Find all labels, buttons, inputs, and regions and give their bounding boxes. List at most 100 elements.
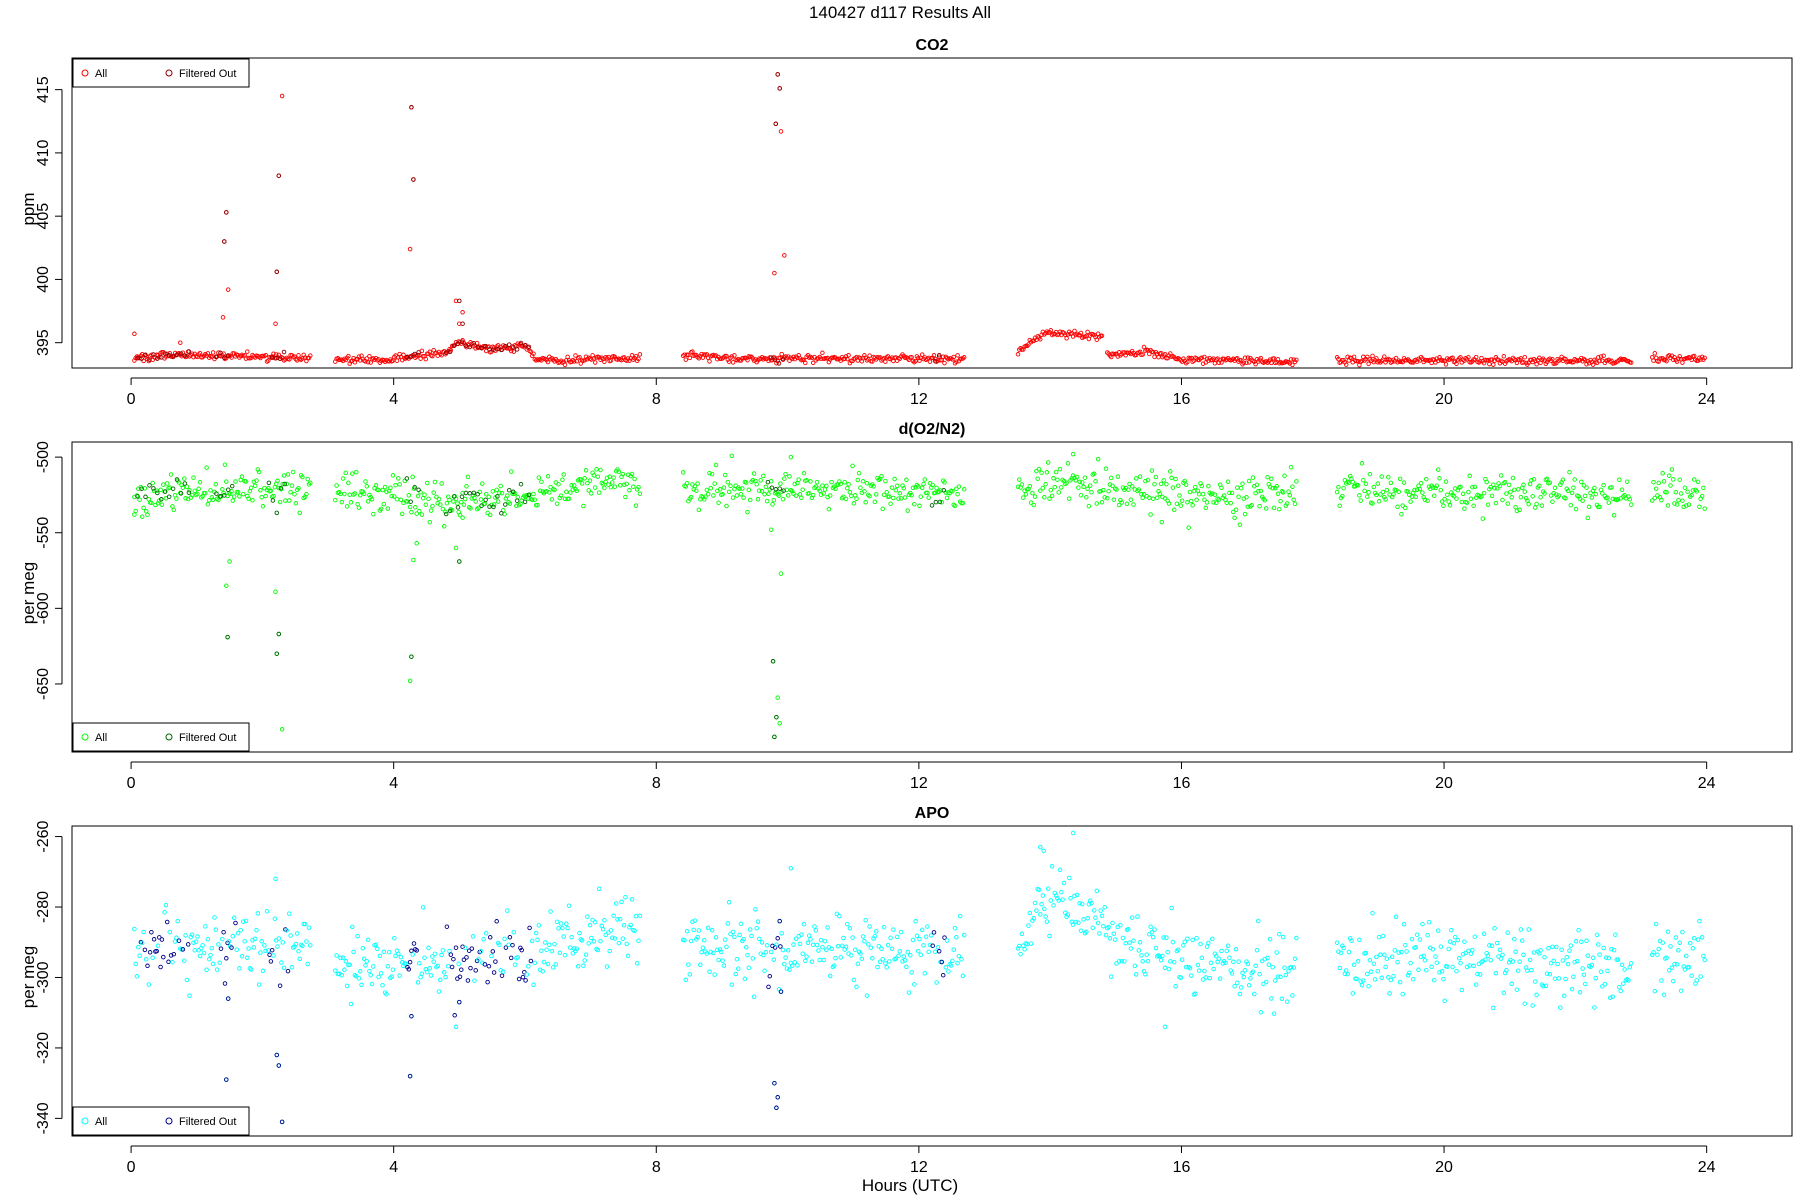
o2n2-point — [256, 469, 262, 475]
o2n2-point — [1484, 479, 1489, 485]
apo-point — [1185, 936, 1190, 941]
apo-point — [242, 939, 247, 944]
apo-point — [333, 968, 338, 973]
o2n2-point — [1382, 494, 1387, 500]
apo-point — [192, 948, 198, 953]
o2n2-filtered-point — [455, 505, 461, 510]
apo-point — [1274, 950, 1279, 955]
apo-point — [438, 977, 443, 983]
o2n2-point — [1582, 493, 1588, 499]
apo-point — [1081, 917, 1086, 922]
o2n2-point — [254, 478, 259, 483]
apo-point — [948, 963, 954, 968]
apo-point — [619, 899, 624, 905]
o2n2-point — [711, 493, 716, 498]
apo-point — [222, 981, 228, 986]
apo-point — [581, 963, 586, 968]
apo-point — [1219, 948, 1224, 954]
apo-point — [1674, 962, 1680, 967]
apo-point — [1471, 963, 1476, 969]
o2n2-point — [1133, 476, 1139, 481]
co2-point — [356, 354, 362, 359]
o2n2-point — [1609, 485, 1614, 490]
o2n2-point — [1162, 496, 1168, 501]
o2n2-point — [1211, 500, 1216, 505]
o2n2-point — [260, 504, 266, 509]
o2n2-filtered-point — [503, 502, 508, 507]
o2n2-outlier-point — [411, 557, 416, 563]
o2n2-point — [709, 471, 715, 477]
apo-x-tick-label-20: 20 — [1435, 1159, 1453, 1176]
apo-point — [743, 945, 749, 950]
apo-point — [1171, 959, 1177, 965]
apo-point — [350, 924, 355, 930]
apo-point — [1032, 900, 1038, 906]
apo-point — [1517, 959, 1522, 964]
apo-point — [1669, 965, 1675, 970]
apo-point — [787, 967, 792, 972]
o2n2-point — [728, 483, 733, 489]
apo-point — [1351, 962, 1357, 968]
apo-point — [1589, 962, 1595, 968]
o2n2-point — [1161, 478, 1166, 483]
co2-y-tick-label-415: 415 — [35, 76, 52, 103]
apo-point — [1433, 954, 1438, 959]
o2n2-point — [1173, 476, 1178, 482]
o2n2-point — [1039, 470, 1044, 475]
o2n2-point — [1187, 489, 1193, 495]
o2n2-x-tick-label-4: 4 — [389, 775, 398, 792]
o2n2-point — [237, 494, 242, 499]
apo-point — [876, 943, 882, 949]
co2-filtered-point — [506, 342, 512, 347]
o2n2-point — [620, 471, 626, 477]
apo-point — [1132, 963, 1138, 969]
o2n2-point — [1017, 477, 1022, 482]
apo-point — [1430, 947, 1436, 952]
o2n2-point — [637, 491, 643, 496]
apo-point — [696, 928, 702, 933]
co2-point — [364, 356, 370, 361]
apo-point — [1064, 914, 1069, 920]
o2n2-point — [1424, 476, 1429, 482]
o2n2-outlier-point — [1159, 519, 1165, 525]
o2n2-point — [1589, 495, 1595, 500]
apo-point — [889, 946, 895, 951]
co2-point — [779, 351, 784, 357]
o2n2-point — [350, 471, 355, 476]
apo-point — [900, 959, 905, 964]
o2n2-filtered-point — [151, 486, 156, 491]
o2n2-point — [600, 481, 606, 487]
co2-point — [961, 355, 967, 360]
o2n2-point — [417, 508, 422, 514]
apo-point — [577, 930, 582, 936]
o2n2-point — [1600, 491, 1605, 496]
o2n2-point — [891, 495, 896, 501]
co2-point — [1370, 353, 1375, 359]
o2n2-point — [1610, 496, 1616, 502]
co2-point — [1254, 357, 1260, 362]
apo-point — [862, 939, 867, 944]
o2n2-point — [352, 491, 358, 496]
apo-point — [1195, 962, 1201, 968]
o2n2-point — [1378, 492, 1383, 497]
apo-point — [1438, 944, 1444, 949]
apo-point — [1072, 893, 1077, 899]
o2n2-point — [1384, 487, 1390, 493]
o2n2-point — [764, 498, 770, 504]
apo-point — [1346, 949, 1352, 955]
apo-point — [302, 921, 308, 927]
co2-filtered-outlier-point — [274, 269, 280, 275]
co2-filtered-point — [447, 349, 453, 355]
co2-point — [1030, 338, 1035, 344]
o2n2-point — [634, 487, 640, 492]
co2-point — [1351, 354, 1357, 360]
o2n2-point — [881, 492, 887, 498]
apo-point — [1544, 971, 1550, 976]
apo-point — [426, 945, 431, 951]
apo-point — [909, 970, 914, 975]
apo-point — [409, 948, 414, 954]
o2n2-point — [174, 496, 179, 501]
o2n2-point — [1116, 502, 1122, 508]
apo-point — [1670, 978, 1676, 984]
o2n2-point — [478, 497, 484, 502]
